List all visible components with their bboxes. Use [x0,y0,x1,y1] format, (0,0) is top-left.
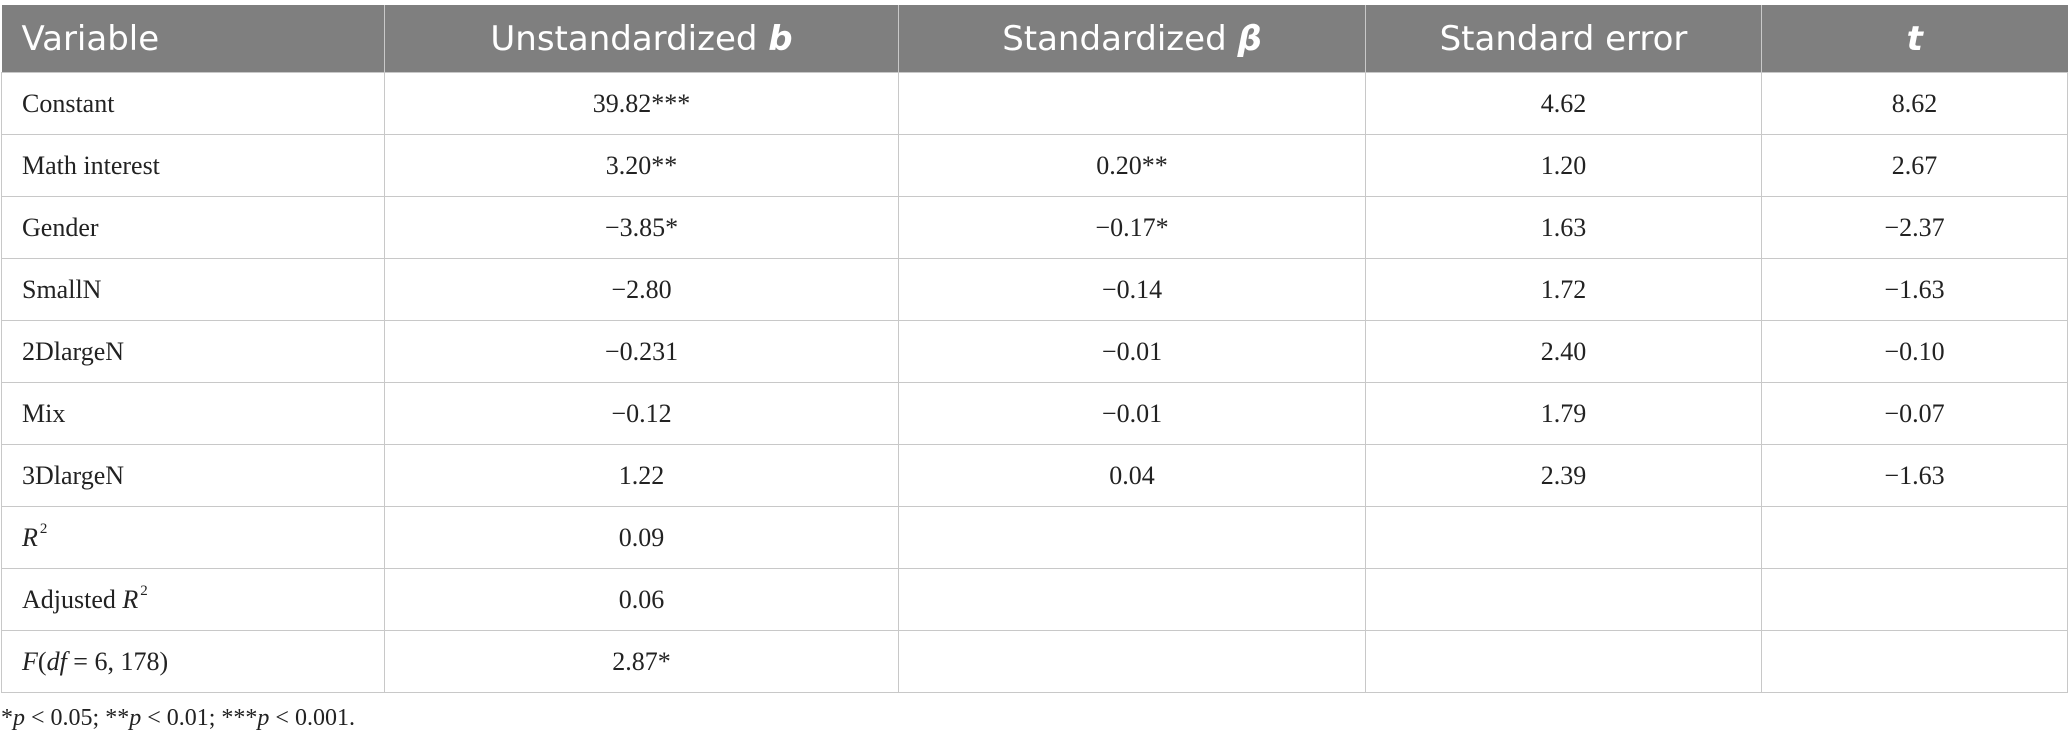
cell-b: 0.09 [384,506,899,569]
r-superscript: 2 [39,520,48,537]
table-row: Constant 39.82*** 4.62 8.62 [1,72,2068,135]
header-unstd-prefix: Unstandardized [490,18,769,59]
header-t-symbol: t [1906,18,1923,59]
header-unstd-symbol: b [768,18,793,59]
regression-table-container: Variable Unstandardized b Standardized β… [1,5,2068,693]
cell-variable: 2DlargeN [1,320,385,383]
cell-se: 1.72 [1365,258,1762,321]
cell-b: −0.12 [384,382,899,445]
header-std-symbol: β [1237,18,1262,59]
cell-b: 2.87* [384,630,899,693]
adj-r-symbol: R [122,584,139,614]
cell-empty [898,506,1366,569]
cell-t: −1.63 [1761,444,2068,507]
cell-t: 2.67 [1761,134,2068,197]
f-open-paren: ( [37,646,47,676]
cell-se: 2.39 [1365,444,1762,507]
cell-se: 4.62 [1365,72,1762,135]
f-df: df [46,646,67,676]
cell-b: −0.231 [384,320,899,383]
cell-variable-f-statistic: F(df = 6, 178) [1,630,385,693]
cell-beta: −0.01 [898,320,1366,383]
cell-t: 8.62 [1761,72,2068,135]
note-p2: p [129,705,142,731]
cell-t: −0.07 [1761,382,2068,445]
cell-variable: Mix [1,382,385,445]
table-footnote: *p < 0.05; **p < 0.01; ***p < 0.001. [1,705,355,732]
header-row: Variable Unstandardized b Standardized β… [1,5,2068,73]
table-row-f-statistic: F(df = 6, 178) 2.87* [1,630,2068,693]
cell-variable: Math interest [1,134,385,197]
table-row: Gender −3.85* −0.17* 1.63 −2.37 [1,196,2068,259]
table-row: Math interest 3.20** 0.20** 1.20 2.67 [1,134,2068,197]
table-body: Constant 39.82*** 4.62 8.62 Math interes… [1,72,2068,693]
header-std-prefix: Standardized [1002,18,1238,59]
cell-se: 1.20 [1365,134,1762,197]
cell-beta: −0.14 [898,258,1366,321]
note-t3: < 0.001. [269,705,355,731]
header-standardized-beta: Standardized β [898,5,1366,73]
cell-t: −1.63 [1761,258,2068,321]
cell-variable: SmallN [1,258,385,321]
header-t: t [1761,5,2068,73]
note-t1: < 0.05; ** [25,705,130,731]
cell-beta: 0.04 [898,444,1366,507]
adjusted-prefix: Adjusted [22,584,123,614]
cell-beta [898,72,1366,135]
cell-empty [1761,630,2068,693]
cell-b: −3.85* [384,196,899,259]
table-header: Variable Unstandardized b Standardized β… [1,5,2068,73]
cell-variable: 3DlargeN [1,444,385,507]
cell-empty [898,568,1366,631]
cell-beta: −0.01 [898,382,1366,445]
cell-beta: −0.17* [898,196,1366,259]
f-df-values: = 6, 178) [66,646,169,676]
f-symbol: F [22,646,38,676]
table-row: 2DlargeN −0.231 −0.01 2.40 −0.10 [1,320,2068,383]
note-p1: p [13,705,25,731]
cell-beta: 0.20** [898,134,1366,197]
cell-empty [898,630,1366,693]
cell-empty [1761,506,2068,569]
cell-b: 1.22 [384,444,899,507]
cell-b: 3.20** [384,134,899,197]
table-row: Mix −0.12 −0.01 1.79 −0.07 [1,382,2068,445]
cell-b: −2.80 [384,258,899,321]
header-unstandardized-b: Unstandardized b [384,5,899,73]
cell-t: −2.37 [1761,196,2068,259]
cell-variable: Constant [1,72,385,135]
cell-t: −0.10 [1761,320,2068,383]
cell-empty [1365,630,1762,693]
adj-r-superscript: 2 [140,582,148,599]
cell-se: 1.79 [1365,382,1762,445]
cell-se: 1.63 [1365,196,1762,259]
cell-se: 2.40 [1365,320,1762,383]
note-star: * [1,705,13,731]
regression-table: Variable Unstandardized b Standardized β… [1,5,2068,693]
cell-variable: Gender [1,196,385,259]
header-standard-error: Standard error [1365,5,1762,73]
cell-b: 39.82*** [384,72,899,135]
cell-b: 0.06 [384,568,899,631]
cell-empty [1365,506,1762,569]
table-row: SmallN −2.80 −0.14 1.72 −1.63 [1,258,2068,321]
cell-empty [1365,568,1762,631]
header-variable: Variable [1,5,385,73]
cell-empty [1761,568,2068,631]
note-p3: p [257,705,270,731]
note-t2: < 0.01; *** [141,705,258,731]
table-row: 3DlargeN 1.22 0.04 2.39 −1.63 [1,444,2068,507]
r-symbol: R [22,522,38,552]
